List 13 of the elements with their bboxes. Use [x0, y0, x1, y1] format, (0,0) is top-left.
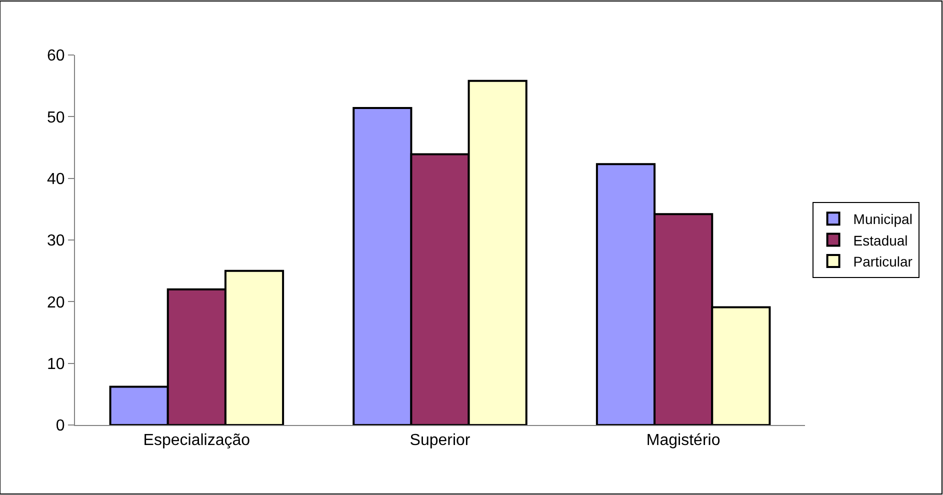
- x-tick-label: Magistério: [646, 432, 720, 450]
- legend-label: Estadual: [853, 232, 908, 248]
- y-tick-label: 10: [47, 356, 65, 373]
- y-tick-label: 30: [47, 232, 65, 250]
- legend-label: Particular: [853, 253, 913, 270]
- x-tick-label: Especialização: [143, 432, 250, 450]
- x-tick-label: Superior: [410, 432, 471, 450]
- y-tick-label: 20: [47, 294, 65, 312]
- y-tick-label: 60: [47, 48, 65, 65]
- y-tick-label: 0: [56, 418, 65, 435]
- y-tick-label: 40: [47, 170, 65, 188]
- legend-label: Municipal: [853, 211, 912, 228]
- y-tick-label: 50: [47, 109, 65, 126]
